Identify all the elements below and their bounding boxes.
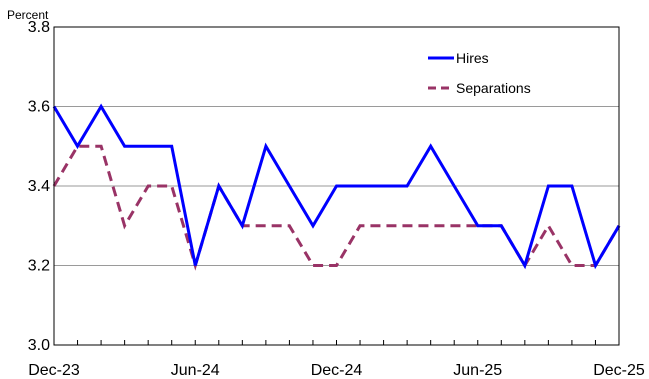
y-tick-label: 3.6 (28, 99, 50, 116)
legend: Hires Separations (428, 50, 531, 96)
x-tick-label: Dec-23 (28, 362, 80, 379)
legend-label-separations: Separations (456, 80, 531, 96)
y-tick-label: 3.2 (28, 258, 50, 275)
axes: 3.0 3.2 3.4 3.6 3.8 Dec-23 Jun-24 Dec-24 Jun-25 D… (28, 19, 645, 379)
y-tick-label: 3.0 (28, 337, 50, 354)
y-tick-label: 3.8 (28, 19, 50, 36)
legend-label-hires: Hires (456, 50, 489, 66)
x-tick-label: Jun-24 (171, 362, 220, 379)
series-lines (52, 103, 621, 271)
y-tick-label: 3.4 (28, 178, 50, 195)
y-axis-unit-label: Percent (7, 8, 49, 22)
series-line-hires (52, 103, 621, 270)
x-tick-label: Jun-25 (453, 362, 502, 379)
x-tick-label: Dec-25 (593, 362, 645, 379)
x-tick-label: Dec-24 (311, 362, 363, 379)
